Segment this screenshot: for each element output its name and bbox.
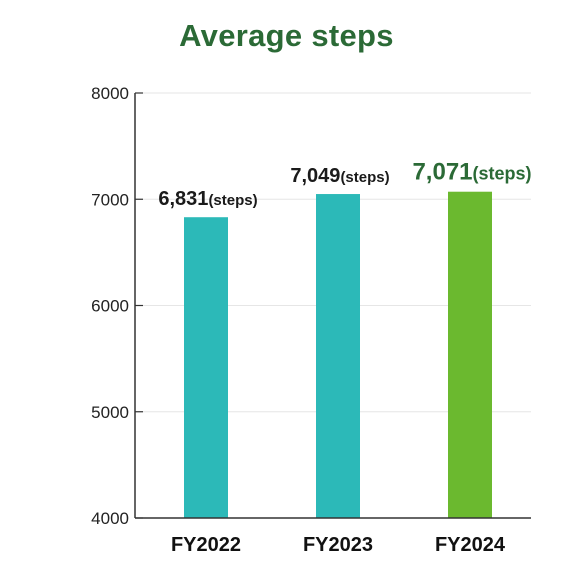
bar-fy2022 — [184, 217, 228, 519]
data-label-unit: (steps) — [208, 192, 257, 209]
data-label-value: 7,071 — [412, 159, 472, 186]
bar-fy2023 — [316, 194, 360, 518]
x-tick-label: FY2023 — [303, 534, 373, 556]
bars — [184, 191, 492, 519]
y-tick-label: 7000 — [91, 190, 129, 209]
y-tick-label: 4000 — [91, 509, 129, 528]
bar-fy2024 — [448, 191, 492, 519]
y-tick-labels: 4000 5000 6000 7000 8000 — [91, 84, 129, 528]
axes — [134, 92, 531, 519]
data-label-value: 6,831 — [158, 188, 208, 210]
y-tick-label: 8000 — [91, 84, 129, 103]
chart-title: Average steps — [179, 18, 394, 53]
data-labels: 6,831(steps)7,049(steps) 7,071(steps) — [158, 159, 531, 211]
x-tick-labels: FY2022 FY2023 FY2024 — [171, 534, 506, 556]
y-tick-label: 5000 — [91, 403, 129, 422]
data-label: 7,049(steps) — [290, 165, 389, 187]
y-tick-label: 6000 — [91, 297, 129, 316]
data-label-value: 7,049 — [290, 165, 340, 187]
data-label: 7,071(steps) — [412, 159, 531, 186]
data-label: 6,831(steps) — [158, 188, 257, 210]
data-label-unit: (steps) — [340, 169, 389, 186]
x-tick-label: FY2022 — [171, 534, 241, 556]
x-tick-label: FY2024 — [435, 534, 506, 556]
data-label-unit: (steps) — [473, 164, 532, 184]
